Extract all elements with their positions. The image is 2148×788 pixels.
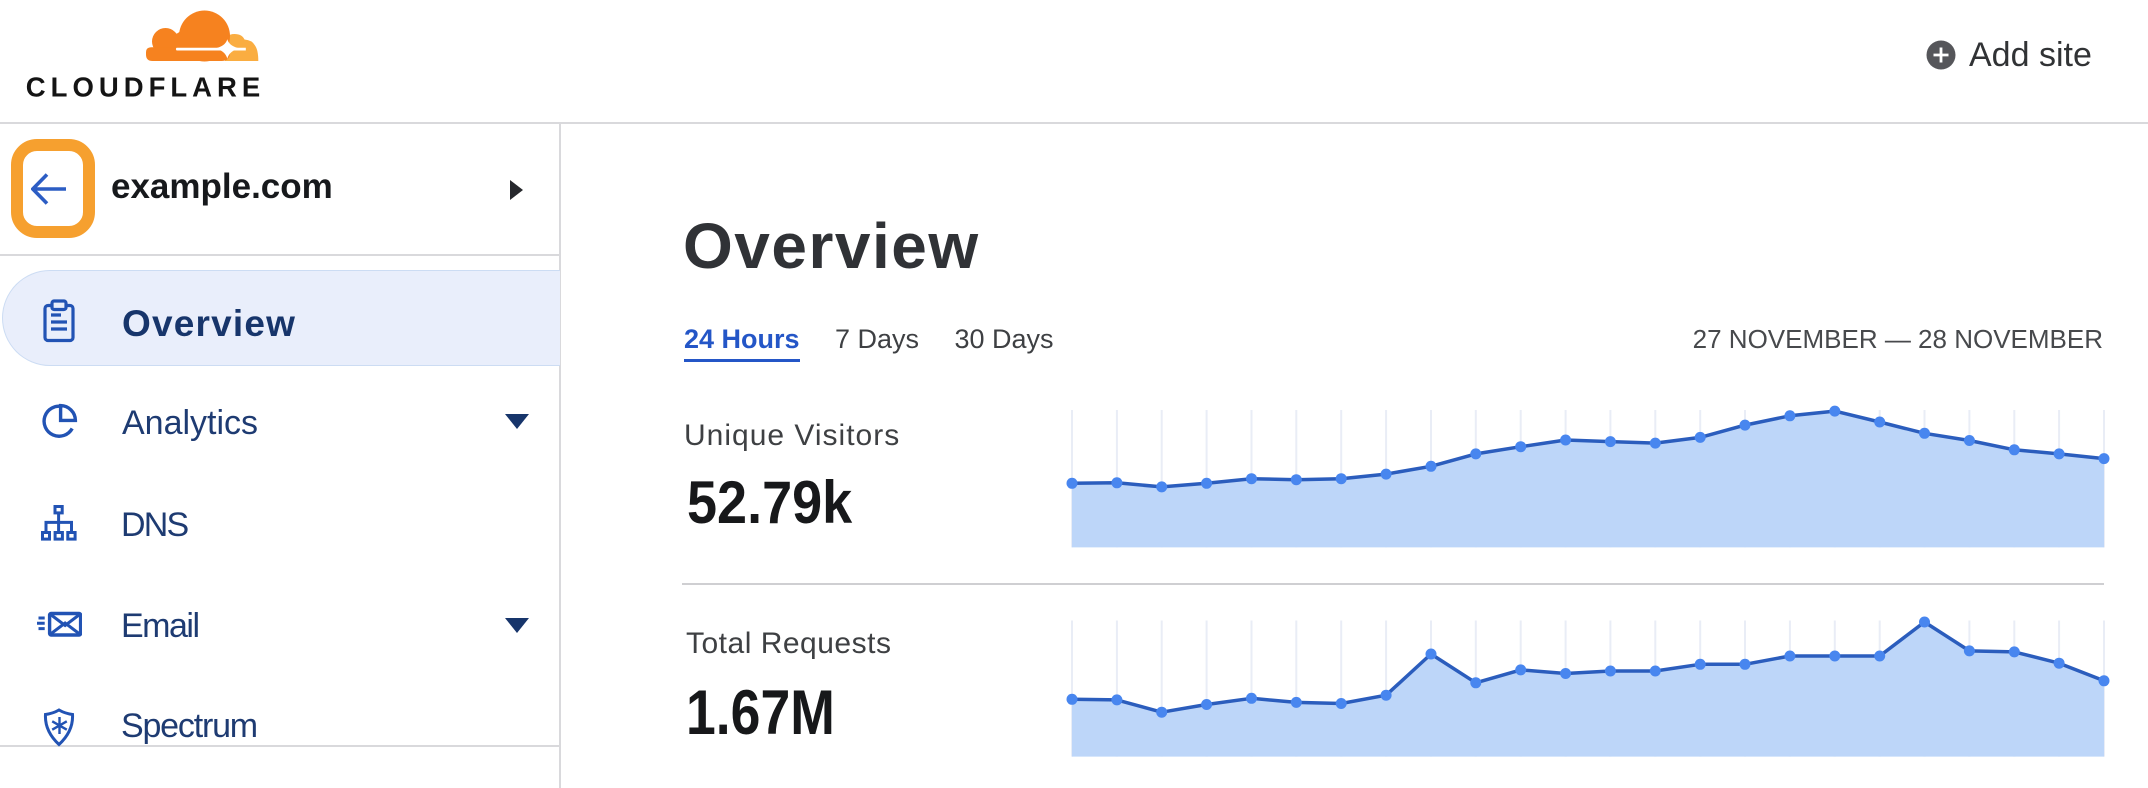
svg-text:CLOUDFLARE: CLOUDFLARE — [26, 72, 265, 103]
